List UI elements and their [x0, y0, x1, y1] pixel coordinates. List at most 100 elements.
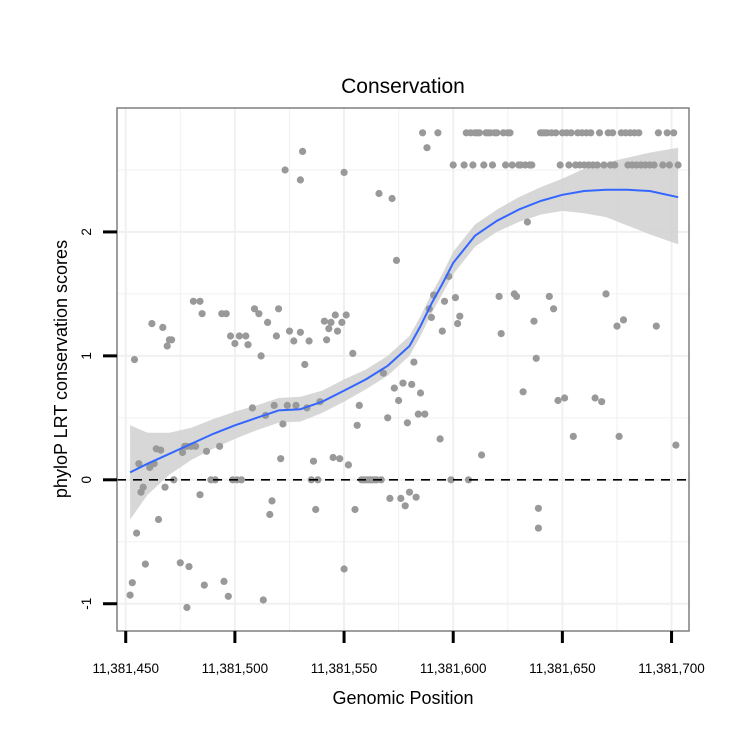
y-tick-label: -1	[79, 598, 94, 610]
data-point	[672, 441, 680, 449]
data-point	[611, 161, 619, 169]
data-point	[259, 596, 267, 604]
data-point	[351, 505, 359, 514]
data-point	[552, 129, 560, 137]
data-point	[270, 401, 278, 409]
data-point	[185, 563, 193, 571]
x-tick-label: 11,381,500	[202, 661, 269, 676]
data-point	[392, 256, 401, 264]
data-point	[338, 318, 346, 326]
data-point	[279, 420, 287, 428]
data-point	[534, 504, 543, 512]
data-point	[399, 379, 407, 387]
data-point	[329, 453, 337, 462]
x-axis-label: Genomic Position	[332, 688, 473, 708]
data-point	[237, 476, 245, 484]
axis-ticks: 11,381,450 11,381,500 11,381,550 11,381,600…	[79, 228, 705, 676]
data-point	[663, 129, 671, 137]
data-point	[161, 483, 169, 491]
data-point	[495, 292, 503, 300]
data-point	[384, 414, 392, 422]
data-point	[386, 494, 394, 502]
data-point	[421, 410, 429, 418]
data-point	[464, 476, 473, 484]
data-point	[447, 476, 455, 484]
data-point	[565, 161, 573, 169]
data-point	[336, 455, 344, 463]
data-point	[157, 446, 165, 454]
data-point	[196, 491, 204, 499]
data-point	[390, 384, 398, 392]
data-point	[277, 455, 285, 463]
data-point	[403, 419, 411, 427]
confidence-band	[130, 147, 679, 520]
x-tick-label: 11,381,600	[420, 661, 487, 676]
y-axis-label: phyloP LRT conservation scores	[51, 240, 71, 498]
x-tick-label: 11,381,700	[638, 661, 705, 676]
data-point	[567, 129, 575, 137]
data-point	[497, 330, 505, 338]
data-point	[130, 356, 139, 364]
y-tick-label: 0	[79, 476, 94, 484]
data-point	[554, 396, 562, 405]
data-point	[333, 327, 342, 335]
data-point	[530, 317, 538, 325]
y-tick-label: 1	[79, 352, 94, 360]
data-point	[320, 317, 328, 325]
data-point	[159, 323, 167, 331]
data-point	[451, 294, 459, 302]
data-point	[281, 166, 289, 174]
data-point	[405, 488, 414, 496]
data-point	[493, 129, 501, 137]
data-point	[301, 360, 309, 369]
data-point	[670, 129, 678, 137]
data-point	[342, 311, 350, 319]
data-point	[615, 432, 623, 440]
data-point	[148, 320, 156, 328]
data-point	[299, 147, 307, 155]
data-point	[593, 161, 601, 169]
data-point	[397, 494, 405, 502]
data-point	[440, 297, 449, 305]
data-point	[412, 493, 420, 501]
data-point	[202, 447, 211, 455]
data-point	[388, 194, 396, 203]
data-point	[133, 529, 141, 537]
loess-fit-line	[129, 188, 679, 474]
data-point	[200, 581, 208, 589]
data-point	[296, 176, 304, 184]
data-point	[569, 432, 577, 440]
data-point	[665, 161, 674, 169]
data-point	[613, 322, 621, 330]
data-point	[275, 305, 283, 313]
data-point	[266, 510, 274, 519]
data-point	[532, 354, 540, 362]
data-point	[222, 310, 230, 318]
smooth-line	[129, 188, 679, 474]
data-point	[469, 161, 477, 169]
data-point	[216, 442, 224, 450]
data-point	[226, 332, 235, 340]
data-point	[449, 161, 457, 169]
data-point	[176, 559, 184, 567]
data-point	[460, 161, 468, 169]
data-point	[255, 310, 263, 318]
data-point	[519, 388, 527, 396]
data-point	[309, 457, 318, 465]
data-point	[163, 342, 171, 350]
chart-title: Conservation	[341, 75, 465, 98]
data-point	[244, 341, 252, 349]
data-point	[292, 401, 300, 409]
data-point	[456, 312, 464, 320]
data-point	[454, 320, 462, 328]
data-point	[423, 144, 431, 152]
data-point	[508, 161, 516, 169]
plot-panel-border	[116, 107, 690, 632]
data-point	[340, 565, 348, 573]
data-point	[528, 161, 536, 169]
data-point	[305, 337, 313, 345]
data-point	[183, 603, 191, 612]
data-point	[379, 369, 387, 377]
data-point	[331, 311, 339, 319]
